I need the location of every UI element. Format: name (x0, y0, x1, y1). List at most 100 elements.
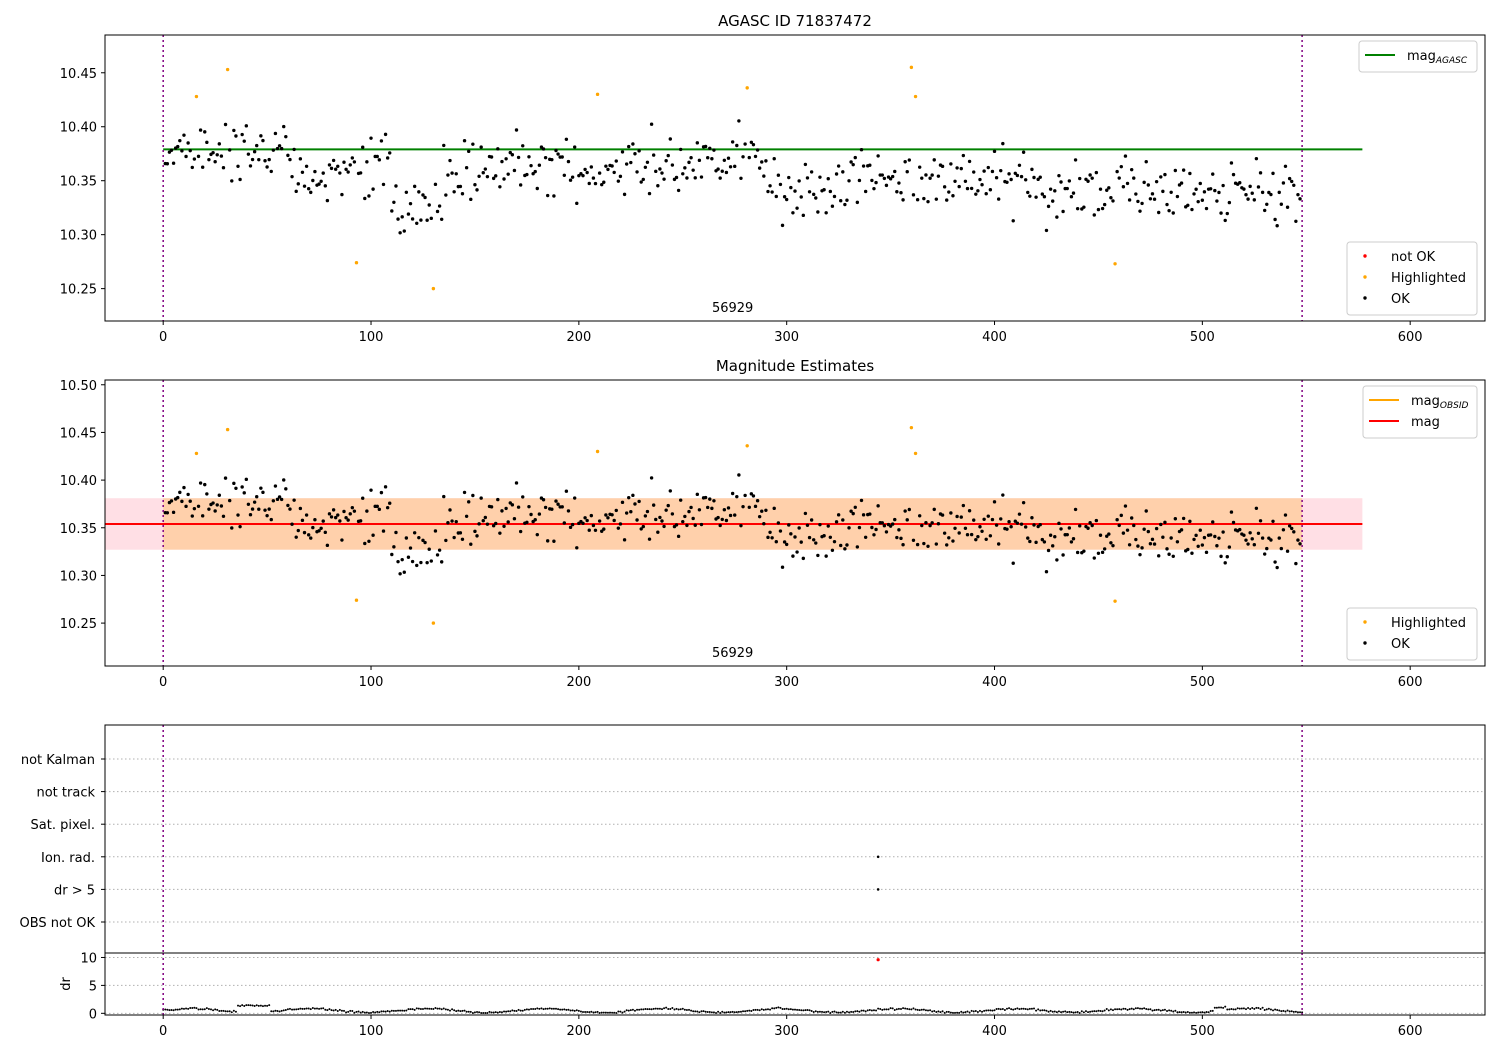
ok-point (1231, 520, 1236, 525)
ok-point (824, 211, 828, 215)
dr-point (1008, 1007, 1011, 1010)
dr-point (1224, 1005, 1227, 1008)
ok-point (828, 189, 833, 194)
ok-point (244, 124, 249, 128)
dr-point (914, 1008, 917, 1011)
ok-point (412, 531, 417, 535)
ok-point (687, 160, 691, 165)
ok-point (828, 535, 833, 539)
ok-point (1028, 194, 1032, 198)
ok-point (664, 159, 668, 163)
dr-point (1251, 1007, 1254, 1010)
x-tick-label: 500 (1190, 330, 1215, 345)
ok-point (1046, 204, 1051, 209)
ok-point (764, 508, 768, 512)
ok-point (292, 498, 296, 502)
ok-point (560, 155, 564, 159)
ok-point (812, 192, 816, 197)
ok-point (1026, 536, 1030, 540)
ok-point (718, 523, 722, 528)
ok-point (793, 535, 797, 539)
ok-point (855, 200, 860, 205)
ok-point (485, 522, 490, 526)
ok-point (494, 521, 498, 526)
ok-point (433, 182, 438, 187)
ok-point (279, 146, 284, 151)
ok-point (290, 522, 294, 526)
ok-point (255, 143, 259, 148)
ok-point (988, 534, 993, 538)
ok-point (755, 148, 760, 152)
dr-point (681, 1007, 684, 1010)
ok-point (327, 512, 332, 516)
ok-point (722, 508, 727, 512)
dr-point (299, 1007, 302, 1010)
dr-point (449, 1009, 451, 1012)
ok-point (969, 186, 974, 191)
dr-point (1107, 1009, 1110, 1012)
ok-point (1192, 192, 1196, 196)
dr-point (1168, 1009, 1171, 1012)
ok-point (753, 504, 758, 509)
dr-point (808, 1009, 811, 1012)
dr-point (658, 1007, 661, 1010)
ok-point (591, 523, 596, 528)
ok-point (402, 229, 406, 233)
ok-point (1038, 523, 1042, 527)
ok-point (753, 154, 758, 159)
ok-point (581, 173, 585, 178)
ok-point (388, 151, 392, 155)
ok-point (583, 167, 587, 172)
ok-point (658, 167, 662, 171)
ok-point (234, 486, 238, 490)
ok-point (236, 164, 240, 169)
dr-point (201, 1008, 204, 1011)
highlighted-point (225, 427, 230, 432)
dr-point (216, 1008, 219, 1011)
ok-point (329, 166, 334, 171)
ok-point (834, 520, 839, 524)
dr-point (877, 1007, 880, 1010)
ok-point (928, 176, 932, 180)
dr-point (266, 1004, 269, 1007)
ok-point (273, 131, 278, 136)
dr-point (546, 1007, 549, 1010)
ok-point (429, 559, 433, 563)
ok-point (699, 175, 704, 179)
ok-point (518, 529, 523, 534)
dr-point (1026, 1008, 1029, 1011)
flag-point (876, 855, 880, 859)
dr-point (1166, 1010, 1169, 1013)
ok-point (658, 515, 662, 520)
dr-point (1172, 1010, 1175, 1013)
ok-point (398, 572, 402, 576)
ok-point (427, 203, 431, 207)
ok-point (737, 473, 741, 477)
dr-point (727, 1011, 730, 1014)
x-tick-label: 300 (774, 1024, 799, 1039)
ok-point (361, 496, 365, 500)
ok-point (1238, 527, 1242, 532)
x-tick-label: 300 (774, 675, 799, 690)
ok-point (277, 144, 282, 148)
x-tick-label: 400 (982, 675, 1007, 690)
ok-point (870, 178, 874, 183)
dr-point (440, 1008, 443, 1011)
dr-point (189, 1007, 192, 1010)
ok-point (564, 137, 569, 141)
ok-point (926, 544, 930, 548)
dr-point (336, 1009, 339, 1012)
dr-point (771, 1007, 774, 1010)
ok-point (537, 163, 542, 167)
ok-point (182, 485, 186, 490)
dr-point (715, 1012, 718, 1015)
ok-point (1221, 530, 1225, 534)
dr-point (1126, 1008, 1129, 1011)
ok-point (230, 526, 234, 530)
ok-point (868, 163, 872, 167)
dr-point (386, 1010, 389, 1013)
ok-point (1119, 513, 1123, 518)
ok-point (984, 192, 988, 196)
dr-point (446, 1008, 449, 1011)
ok-point (930, 521, 934, 525)
